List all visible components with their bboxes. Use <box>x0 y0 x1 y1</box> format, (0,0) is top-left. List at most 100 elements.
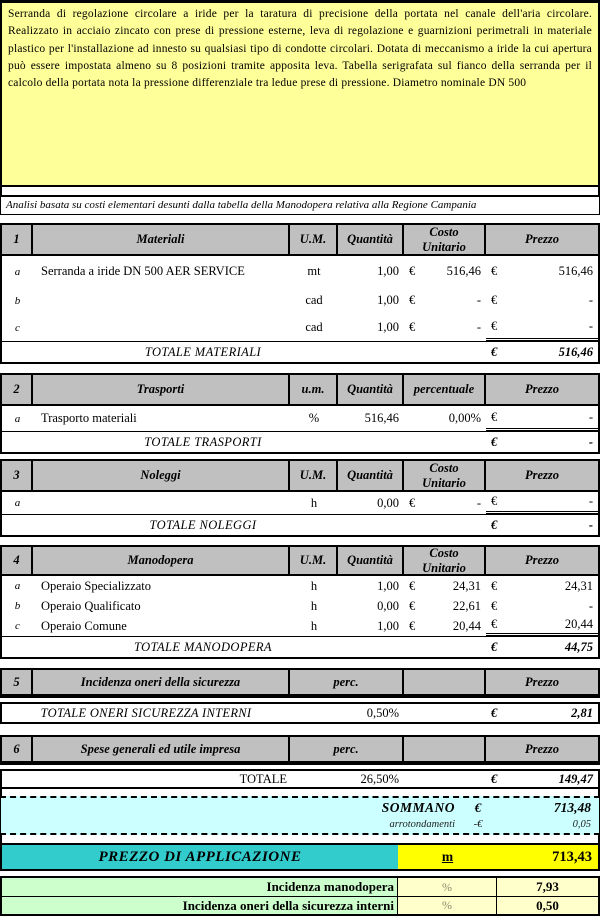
euro-sign: € <box>491 434 498 449</box>
sommano-label: SOMMANO <box>381 800 455 815</box>
row-letter: a <box>14 412 21 425</box>
unit-cost-value: - <box>476 495 481 510</box>
cell-price: € - <box>486 314 598 341</box>
section-oneri-sicurezza: 5 Incidenza oneri della sicurezza perc. … <box>0 668 600 698</box>
percent-value: 0,00% <box>448 411 481 425</box>
euro-sign: € <box>409 320 416 334</box>
cell-qty: 1,00 <box>377 264 399 278</box>
cell-description: Operaio Comune <box>41 618 127 633</box>
euro-sign: € <box>491 617 498 631</box>
spacer-row <box>0 187 600 196</box>
cell-qty: 1,00 <box>377 578 399 593</box>
price-value: 516,46 <box>558 264 593 278</box>
column-header-price: Prezzo <box>524 553 560 568</box>
column-header-perc: perc. <box>290 737 404 761</box>
euro-sign: € <box>409 293 416 307</box>
total-label: TOTALE NOLEGGI <box>149 517 257 532</box>
column-header-unit-cost: Costo Unitario <box>404 461 486 490</box>
row-letter: c <box>15 620 20 632</box>
total-label: TOTALE MANODOPERA <box>134 639 272 654</box>
column-header-perc: perc. <box>290 670 404 694</box>
unit-cost-value: 24,31 <box>452 578 481 593</box>
price-value: - <box>588 598 593 613</box>
column-header-title: Incidenza oneri della sicurezza <box>33 670 290 694</box>
cell-qty: 516,46 <box>364 411 399 425</box>
column-header-unit-cost: Costo Unitario <box>404 546 486 575</box>
spacer-row <box>0 835 600 843</box>
cell-description <box>33 492 290 514</box>
cell-um: cad <box>305 320 323 334</box>
unit-cost-value: - <box>476 320 481 334</box>
cell-description: Operaio Qualificato <box>41 598 141 613</box>
table-row: c Operaio Comune h 1,00 €20,44 €20,44 <box>2 616 598 636</box>
total-value: 44,75 <box>564 639 593 654</box>
total-value: 2,81 <box>571 705 593 720</box>
cell-description: Trasporto materiali <box>41 411 137 425</box>
section-spese-generali: 6 Spese generali ed utile impresa perc. … <box>0 735 600 765</box>
cell-qty: 1,00 <box>377 293 399 307</box>
item-description-box: Serranda di regolazione circolare a irid… <box>0 0 600 187</box>
section-noleggi-header: 3 Noleggi U.M. Quantità Costo Unitario P… <box>2 461 598 492</box>
column-header-title: Noleggi <box>33 461 290 490</box>
table-row: c cad 1,00 € - € - <box>2 314 598 341</box>
cell-um: h <box>310 598 318 613</box>
cell-price: € - <box>486 406 598 431</box>
euro-sign: € <box>491 639 498 654</box>
cell-unit-cost: €20,44 <box>404 616 486 636</box>
percent-value: 0,50% <box>366 705 399 720</box>
column-header-um: u.m. <box>290 375 338 404</box>
euro-sign: € <box>491 318 498 333</box>
section-noleggi: 3 Noleggi U.M. Quantità Costo Unitario P… <box>0 459 600 537</box>
percent-value: 26,50% <box>360 771 399 786</box>
row-letter: a <box>14 265 21 278</box>
column-header-title: Trasporti <box>33 375 290 404</box>
cell-unit-cost: €516,46 <box>404 256 486 287</box>
section-manodopera-header: 4 Manodopera U.M. Quantità Costo Unitari… <box>2 546 598 576</box>
section-number: 6 <box>2 737 33 761</box>
section-number: 2 <box>2 375 33 404</box>
incidence-value: 0,50 <box>497 897 598 914</box>
negative-euro-sign: -€ <box>473 818 483 830</box>
cell-percent: 0,00% <box>404 406 486 431</box>
euro-sign: € <box>491 264 498 278</box>
table-row: a Operaio Specializzato h 1,00 €24,31 €2… <box>2 576 598 596</box>
euro-sign: € <box>491 409 498 424</box>
total-price: €149,47 <box>486 771 598 787</box>
euro-sign: € <box>409 264 416 278</box>
prezzo-di-applicazione-row: PREZZO DI APPLICAZIONE m 713,43 <box>0 843 600 871</box>
price-value: - <box>588 293 593 307</box>
section-trasporti: 2 Trasporti u.m. Quantità percentuale Pr… <box>0 373 600 454</box>
cell-um: h <box>310 578 318 593</box>
column-header-price: Prezzo <box>524 468 560 483</box>
incidence-unit: % <box>398 897 497 914</box>
euro-sign: € <box>491 598 498 613</box>
prezzo-di-applicazione-label: PREZZO DI APPLICAZIONE <box>2 845 398 869</box>
euro-sign: € <box>491 705 498 720</box>
section-trasporti-header: 2 Trasporti u.m. Quantità percentuale Pr… <box>2 375 598 406</box>
euro-sign: € <box>409 618 416 633</box>
row-letter: c <box>15 321 20 334</box>
column-header-title: Manodopera <box>33 547 290 574</box>
table-row: b Operaio Qualificato h 0,00 €22,61 € - <box>2 596 598 616</box>
section-spese-header: 6 Spese generali ed utile impresa perc. … <box>2 737 598 763</box>
column-header-qty: Quantità <box>338 225 404 254</box>
euro-sign: € <box>409 578 416 593</box>
unit-of-measure: m <box>441 849 454 864</box>
price-value: - <box>588 409 593 424</box>
cell-qty: 0,00 <box>377 598 399 613</box>
cell-price: € - <box>486 287 598 314</box>
incidence-unit: % <box>398 878 497 896</box>
total-price: € - <box>486 515 598 535</box>
row-letter: b <box>14 294 21 307</box>
euro-sign: € <box>491 517 498 532</box>
section-number: 1 <box>2 225 33 254</box>
incidence-value: 7,93 <box>497 878 598 896</box>
column-header-qty: Quantità <box>338 375 404 404</box>
total-price: €2,81 <box>486 704 598 722</box>
row-letter: a <box>14 497 21 509</box>
incidenza-manodopera-row: Incidenza manodopera % 7,93 <box>2 878 598 896</box>
section-number: 4 <box>2 547 33 574</box>
total-label: TOTALE ONERI SICUREZZA INTERNI <box>40 705 252 720</box>
column-header-percent: percentuale <box>404 375 486 404</box>
total-value: 149,47 <box>558 771 593 786</box>
